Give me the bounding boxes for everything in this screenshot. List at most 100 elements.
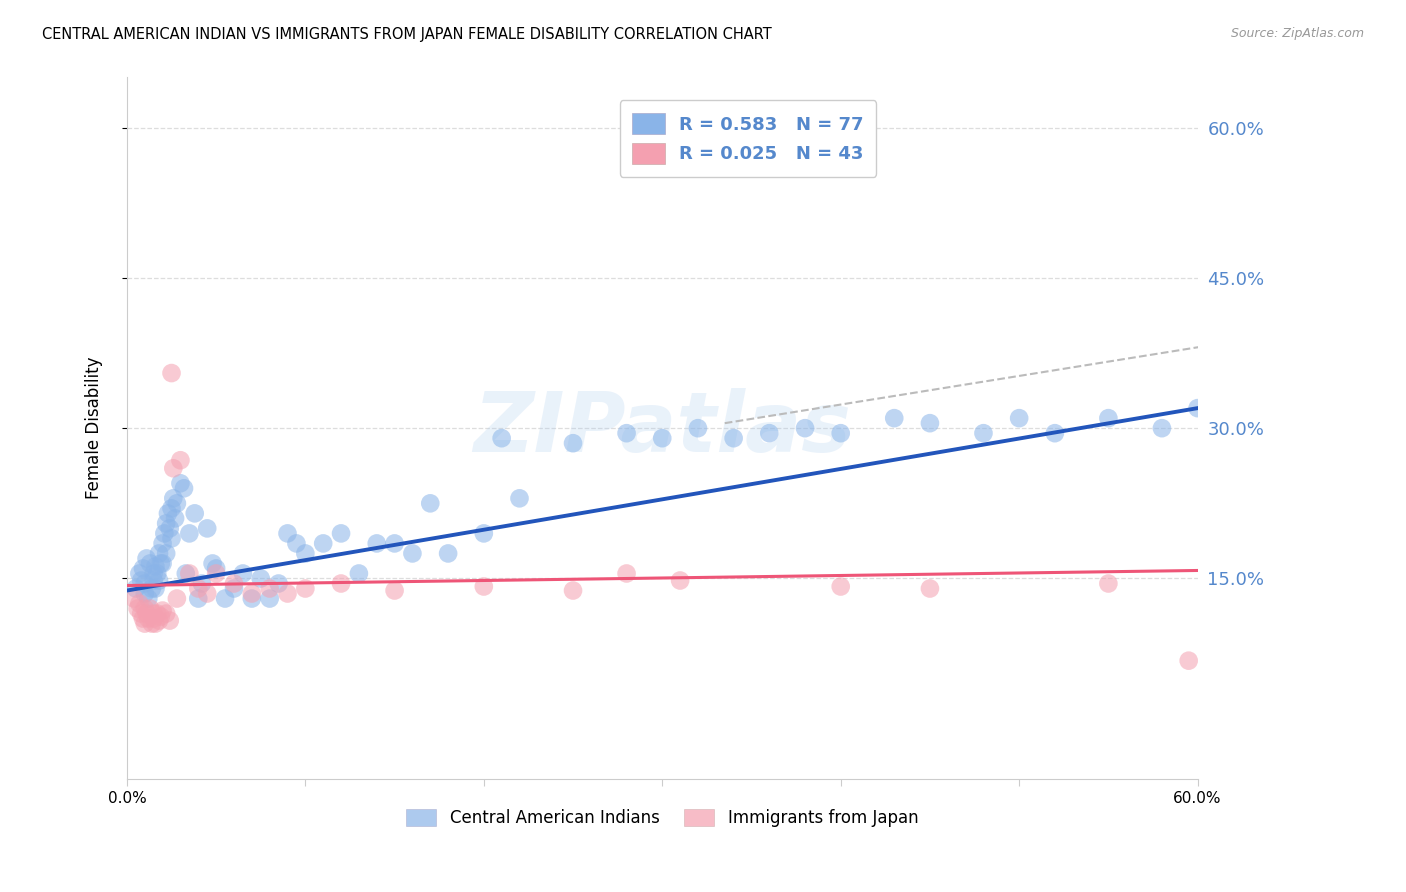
Point — [174, 566, 197, 581]
Point — [222, 582, 245, 596]
Point — [159, 521, 181, 535]
Point — [128, 566, 150, 581]
Point — [148, 614, 170, 628]
Point — [1097, 576, 1119, 591]
Point — [294, 582, 316, 596]
Point — [160, 532, 183, 546]
Point — [142, 566, 165, 581]
Point — [142, 607, 165, 621]
Point — [142, 574, 165, 588]
Point — [249, 572, 271, 586]
Point — [758, 426, 780, 441]
Point — [166, 591, 188, 606]
Point — [1177, 654, 1199, 668]
Point — [830, 426, 852, 441]
Point — [267, 576, 290, 591]
Point — [129, 574, 152, 588]
Point — [128, 597, 150, 611]
Point — [179, 566, 201, 581]
Point — [1187, 401, 1209, 416]
Point — [195, 586, 218, 600]
Point — [166, 496, 188, 510]
Point — [285, 536, 308, 550]
Point — [145, 559, 167, 574]
Point — [132, 561, 155, 575]
Point — [183, 507, 205, 521]
Point — [384, 583, 406, 598]
Point — [129, 607, 152, 621]
Point — [1008, 411, 1031, 425]
Point — [155, 607, 177, 621]
Point — [276, 526, 298, 541]
Point — [651, 431, 673, 445]
Point — [276, 586, 298, 600]
Point — [1043, 426, 1066, 441]
Point — [240, 586, 263, 600]
Point — [173, 481, 195, 495]
Point — [491, 431, 513, 445]
Point — [347, 566, 370, 581]
Point — [122, 591, 145, 606]
Point — [155, 516, 177, 531]
Y-axis label: Female Disability: Female Disability — [86, 357, 103, 500]
Point — [366, 536, 388, 550]
Point — [187, 582, 209, 596]
Point — [169, 453, 191, 467]
Point — [1150, 421, 1173, 435]
Point — [149, 609, 172, 624]
Point — [259, 582, 281, 596]
Point — [141, 616, 163, 631]
Text: ZIPatlas: ZIPatlas — [474, 388, 851, 468]
Point — [472, 526, 495, 541]
Point — [162, 461, 184, 475]
Point — [240, 591, 263, 606]
Point — [141, 582, 163, 596]
Point — [472, 580, 495, 594]
Point — [723, 431, 745, 445]
Point — [195, 521, 218, 535]
Point — [153, 526, 176, 541]
Point — [149, 557, 172, 571]
Point — [152, 557, 174, 571]
Point — [139, 601, 162, 615]
Point — [294, 546, 316, 560]
Point — [136, 591, 159, 606]
Point — [169, 476, 191, 491]
Point — [152, 603, 174, 617]
Point — [616, 426, 638, 441]
Point — [222, 576, 245, 591]
Point — [883, 411, 905, 425]
Point — [616, 566, 638, 581]
Point — [232, 566, 254, 581]
Point — [156, 507, 179, 521]
Point — [205, 561, 228, 575]
Point — [312, 536, 335, 550]
Point — [794, 421, 817, 435]
Point — [191, 576, 214, 591]
Point — [125, 582, 148, 596]
Point — [139, 557, 162, 571]
Point — [152, 536, 174, 550]
Point — [134, 576, 156, 591]
Point — [145, 582, 167, 596]
Point — [162, 491, 184, 506]
Point — [148, 546, 170, 560]
Point — [686, 421, 709, 435]
Point — [135, 551, 157, 566]
Point — [134, 616, 156, 631]
Point — [160, 366, 183, 380]
Point — [165, 511, 187, 525]
Point — [508, 491, 530, 506]
Point — [187, 591, 209, 606]
Point — [179, 526, 201, 541]
Point — [330, 526, 353, 541]
Point — [148, 574, 170, 588]
Point — [145, 616, 167, 631]
Point — [419, 496, 441, 510]
Point — [437, 546, 460, 560]
Legend: Central American Indians, Immigrants from Japan: Central American Indians, Immigrants fro… — [399, 802, 925, 834]
Point — [146, 566, 169, 581]
Point — [155, 546, 177, 560]
Point — [205, 566, 228, 581]
Point — [562, 436, 585, 450]
